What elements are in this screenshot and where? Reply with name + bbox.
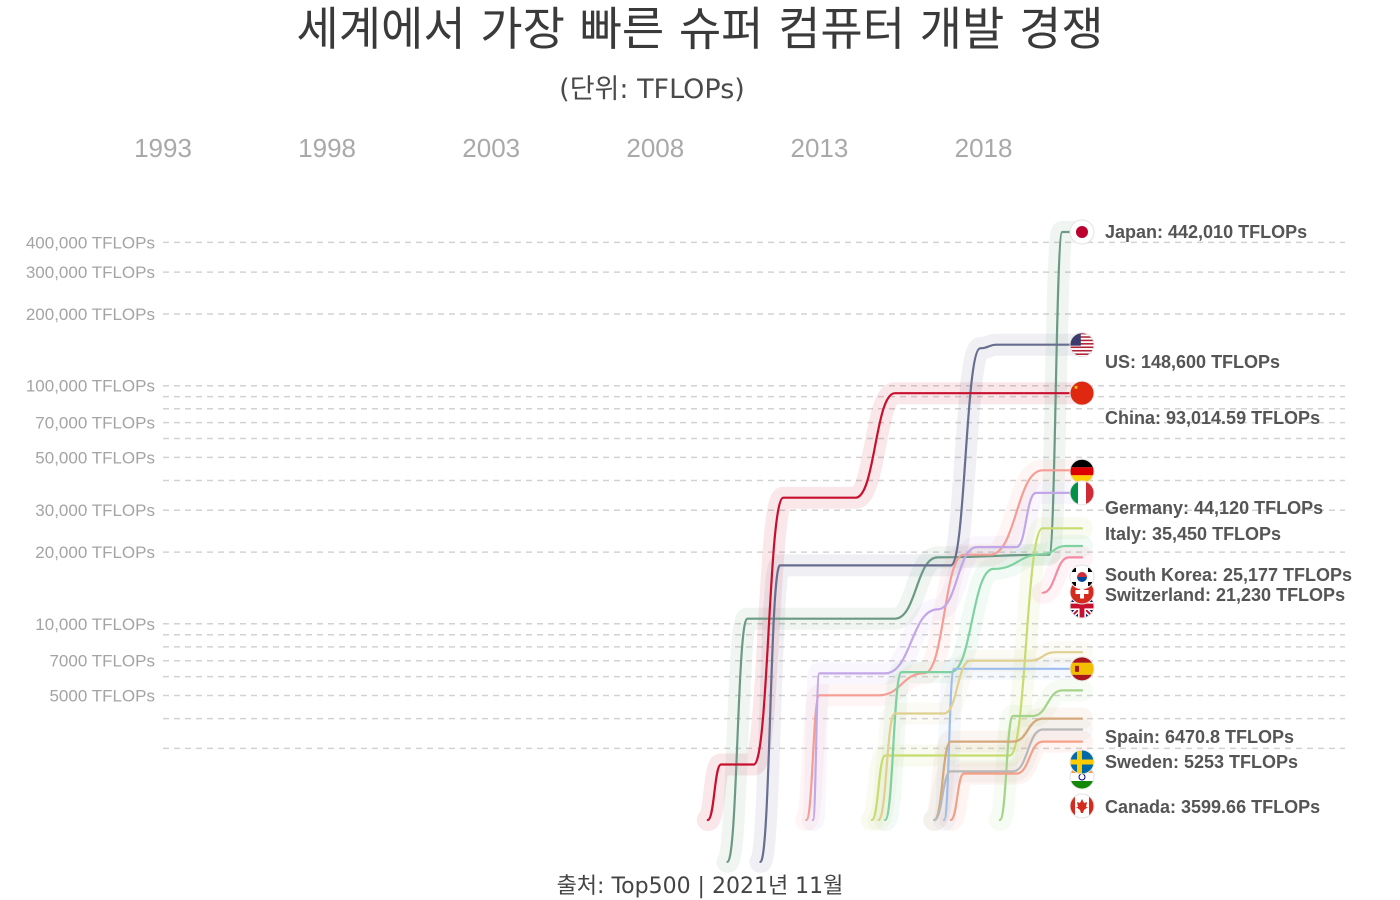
canada-flag-icon — [1069, 793, 1095, 819]
end-label-canada: Canada: 3599.66 TFLOPs — [1105, 797, 1320, 817]
gridlines — [163, 241, 1345, 750]
y-tick-label: 70,000 TFLOPs — [35, 414, 155, 433]
japan-flag-icon — [1069, 219, 1095, 245]
y-tick-label: 50,000 TFLOPs — [35, 448, 155, 467]
series-line-china — [706, 392, 1084, 822]
y-tick-label: 10,000 TFLOPs — [35, 615, 155, 634]
us-flag-icon — [1069, 332, 1095, 358]
y-tick-label: 5000 TFLOPs — [49, 686, 155, 705]
series-line-switzerland — [884, 544, 1084, 822]
end-label-switzerland: Switzerland: 21,230 TFLOPs — [1105, 585, 1345, 605]
spain-flag-icon — [1069, 656, 1095, 682]
end-label-us: US: 148,600 TFLOPs — [1105, 352, 1280, 372]
series-line-us — [759, 343, 1084, 863]
end-label-sweden: Sweden: 5253 TFLOPs — [1105, 752, 1298, 772]
end-labels: Japan: 442,010 TFLOPs US: 148,600 TFLOPs C… — [1105, 222, 1352, 817]
china-flag-icon — [1069, 380, 1095, 406]
y-tick-label: 20,000 TFLOPs — [35, 543, 155, 562]
series-line-italy — [811, 491, 1084, 822]
series-line-japan — [726, 230, 1084, 863]
x-tick-label: 1993 — [134, 133, 192, 163]
sweden-flag-icon — [1069, 749, 1095, 775]
y-tick-label: 400,000 TFLOPs — [26, 233, 155, 252]
series-line-other2 — [877, 651, 1084, 822]
chart-subtitle: (단위: TFLOPs) — [559, 74, 745, 105]
source-note: 출처: Top500 | 2021년 11월 — [557, 874, 844, 899]
end-label-japan: Japan: 442,010 TFLOPs — [1105, 222, 1307, 242]
y-axis: 400,000 TFLOPs 300,000 TFLOPs 200,000 TFLO… — [26, 233, 155, 705]
series-line-uk — [1041, 556, 1084, 594]
x-tick-label: 2008 — [626, 133, 684, 163]
series-line-spain — [943, 667, 1084, 822]
y-tick-label: 300,000 TFLOPs — [26, 263, 155, 282]
series-line-south-korea — [870, 527, 1084, 822]
series-line-sweden — [998, 689, 1084, 822]
x-tick-label: 2018 — [955, 133, 1013, 163]
y-tick-label: 200,000 TFLOPs — [26, 305, 155, 324]
y-tick-label: 7000 TFLOPs — [49, 652, 155, 671]
series-lines — [706, 230, 1084, 863]
x-axis: 1993 1998 2003 2008 2013 2018 — [134, 133, 1012, 163]
end-label-south-korea: South Korea: 25,177 TFLOPs — [1105, 565, 1352, 585]
series-line-other — [949, 740, 1084, 822]
end-label-spain: Spain: 6470.8 TFLOPs — [1105, 727, 1294, 747]
series-line-india — [933, 717, 1084, 822]
chart-title: 세계에서 가장 빠른 슈퍼 컴퓨터 개발 경쟁 — [296, 2, 1103, 56]
end-label-germany: Germany: 44,120 TFLOPs — [1105, 498, 1323, 518]
italy-flag-icon — [1069, 480, 1095, 506]
end-label-italy: Italy: 35,450 TFLOPs — [1105, 524, 1281, 544]
flags — [1069, 219, 1095, 819]
x-tick-label: 2003 — [462, 133, 520, 163]
y-tick-label: 30,000 TFLOPs — [35, 501, 155, 520]
end-label-china: China: 93,014.59 TFLOPs — [1105, 408, 1320, 428]
x-tick-label: 1998 — [298, 133, 356, 163]
series-line-canada — [933, 728, 1084, 822]
germany-flag-icon — [1069, 458, 1095, 484]
y-tick-label: 100,000 TFLOPs — [26, 377, 155, 396]
south-korea-flag-icon — [1069, 564, 1095, 590]
x-tick-label: 2013 — [791, 133, 849, 163]
series-line-germany — [805, 469, 1084, 822]
